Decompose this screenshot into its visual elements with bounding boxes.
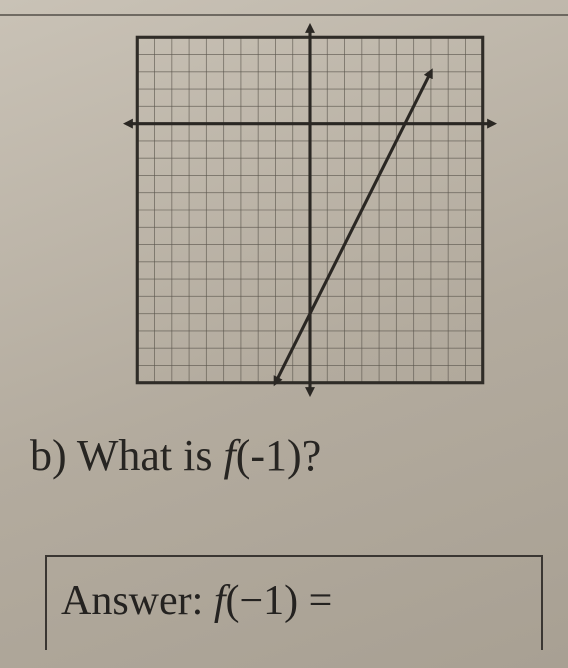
coordinate-graph xyxy=(120,20,500,400)
question-part-label: b) xyxy=(30,431,67,480)
divider xyxy=(0,14,568,16)
answer-equals: = xyxy=(298,578,332,624)
answer-box: Answer: f(−1) = xyxy=(45,555,543,650)
answer-function: f xyxy=(214,578,226,624)
question-text: b) What is f(-1)? xyxy=(30,430,321,481)
question-function: f xyxy=(224,431,236,480)
answer-argument: (−1) xyxy=(225,578,298,624)
answer-label: Answer: xyxy=(61,578,214,624)
graph-svg xyxy=(120,20,500,400)
question-prefix: What is xyxy=(67,431,224,480)
question-argument: (-1) xyxy=(236,431,302,480)
question-suffix: ? xyxy=(302,431,322,480)
